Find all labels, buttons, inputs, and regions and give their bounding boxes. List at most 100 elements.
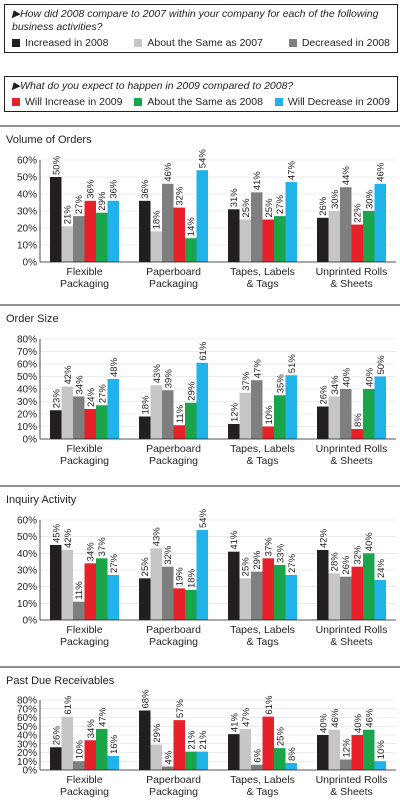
legend-label: Will Increase in 2009 xyxy=(25,96,123,108)
value-label: 41% xyxy=(252,171,263,191)
bar xyxy=(173,425,185,439)
bar xyxy=(50,747,62,770)
value-label: 21% xyxy=(63,205,74,225)
value-label: 25% xyxy=(241,198,252,218)
bar xyxy=(351,429,363,439)
bar xyxy=(251,571,263,620)
y-tick-label: 0% xyxy=(23,616,38,627)
bar xyxy=(150,548,162,620)
bar xyxy=(239,392,251,439)
y-tick-label: 80% xyxy=(17,335,37,346)
bar xyxy=(73,601,85,620)
value-label: 33% xyxy=(275,543,286,563)
y-tick-label: 30% xyxy=(17,397,37,408)
series: 45%25%41% 42% xyxy=(50,523,329,620)
x-tick-label: Paperboard Packaging xyxy=(146,266,201,290)
value-label: 37% xyxy=(264,537,275,557)
bar xyxy=(328,729,340,770)
bar xyxy=(196,362,208,439)
value-label: 10% xyxy=(74,740,85,760)
series: 26% 68% 41% 40% xyxy=(50,689,329,770)
value-label: 39% xyxy=(163,369,174,389)
bar xyxy=(107,575,119,620)
x-tick-label: Paperboard Packaging xyxy=(146,774,201,798)
value-label: 27% xyxy=(74,195,85,215)
chart-title: Volume of Orders xyxy=(6,134,92,146)
legend-items: Will Increase in 2009 About the Same as 2… xyxy=(12,96,390,108)
y-tick-label: 40% xyxy=(17,190,37,201)
value-label: 46% xyxy=(376,162,387,182)
x-tick-label: Unprinted Rolls & Sheets xyxy=(316,443,388,467)
value-label: 34% xyxy=(74,375,85,395)
value-label: 27% xyxy=(275,195,286,215)
bar xyxy=(61,716,73,770)
value-label: 40% xyxy=(353,713,364,733)
bar xyxy=(150,385,162,439)
bar xyxy=(251,192,263,262)
value-label: 35% xyxy=(275,374,286,394)
legend-item: Increased in 2008 xyxy=(12,37,108,49)
value-label: 51% xyxy=(287,354,298,374)
value-label: 27% xyxy=(287,553,298,573)
series: 48% 61% 51% 50% xyxy=(107,341,387,439)
value-label: 37% xyxy=(241,371,252,391)
value-label: 4% xyxy=(163,750,174,764)
series: 10% 4% 6% 12% xyxy=(73,738,352,770)
value-label: 29% xyxy=(97,191,108,211)
series: 34% 57% 61% 40% xyxy=(84,695,364,770)
bar xyxy=(228,551,240,620)
value-label: 23% xyxy=(51,389,62,409)
bar xyxy=(84,409,96,439)
bar xyxy=(262,219,274,262)
legend-swatch xyxy=(134,39,143,47)
y-tick-label: 50% xyxy=(17,722,37,733)
bar xyxy=(328,396,340,439)
legend-box: ▶How did 2008 compare to 2007 within you… xyxy=(4,4,398,53)
bar xyxy=(73,216,85,262)
bar xyxy=(274,216,286,262)
y-tick-label: 30% xyxy=(17,207,37,218)
x-tick-label: Flexible Packaging xyxy=(60,266,109,290)
legend-swatch xyxy=(274,98,283,106)
series: 42% 43%25% 28% xyxy=(61,527,341,620)
value-label: 61% xyxy=(264,695,275,715)
bar xyxy=(262,558,274,620)
bar xyxy=(50,545,62,620)
series: 27% 29% 35% 40% xyxy=(96,367,375,439)
value-label: 44% xyxy=(341,166,352,186)
bar xyxy=(139,710,151,770)
bar xyxy=(96,558,108,620)
value-label: 46% xyxy=(163,162,174,182)
series: 16% 21% 8% 10% xyxy=(107,730,387,770)
bar xyxy=(196,751,208,770)
bar xyxy=(139,416,151,439)
legend-items: Increased in 2008 About the Same as 2007 D… xyxy=(12,37,390,49)
value-label: 16% xyxy=(109,734,120,754)
bar xyxy=(139,578,151,620)
y-tick-label: 60% xyxy=(17,713,37,724)
bar xyxy=(84,740,96,770)
value-label: 32% xyxy=(353,545,364,565)
bar xyxy=(150,744,162,770)
chart-title: Past Due Receivables xyxy=(6,675,115,687)
value-label: 40% xyxy=(318,713,329,733)
bar xyxy=(162,183,174,262)
bar xyxy=(162,766,174,770)
bar xyxy=(185,238,197,262)
value-label: 34% xyxy=(86,719,97,739)
legend-item: About the Same as 2008 xyxy=(134,96,263,108)
bar xyxy=(251,764,263,770)
x-tick-label: Unprinted Rolls & Sheets xyxy=(316,266,388,290)
bar xyxy=(340,389,352,439)
value-label: 26% xyxy=(341,555,352,575)
y-tick-label: 40% xyxy=(17,549,37,560)
bar xyxy=(185,402,197,439)
bar xyxy=(73,396,85,439)
value-label: 8% xyxy=(287,747,298,761)
x-tick-label: Paperboard Packaging xyxy=(146,443,201,467)
value-label: 24% xyxy=(376,558,387,578)
bar xyxy=(84,200,96,262)
y-tick-label: 30% xyxy=(17,739,37,750)
value-label: 11% xyxy=(74,581,85,600)
bar xyxy=(363,389,375,439)
